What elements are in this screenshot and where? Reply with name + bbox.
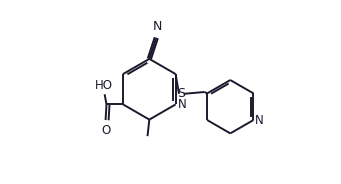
Text: S: S xyxy=(177,87,185,100)
Text: N: N xyxy=(255,114,264,127)
Text: O: O xyxy=(101,124,110,137)
Text: N: N xyxy=(153,20,162,33)
Text: HO: HO xyxy=(95,79,113,92)
Text: N: N xyxy=(178,98,187,111)
